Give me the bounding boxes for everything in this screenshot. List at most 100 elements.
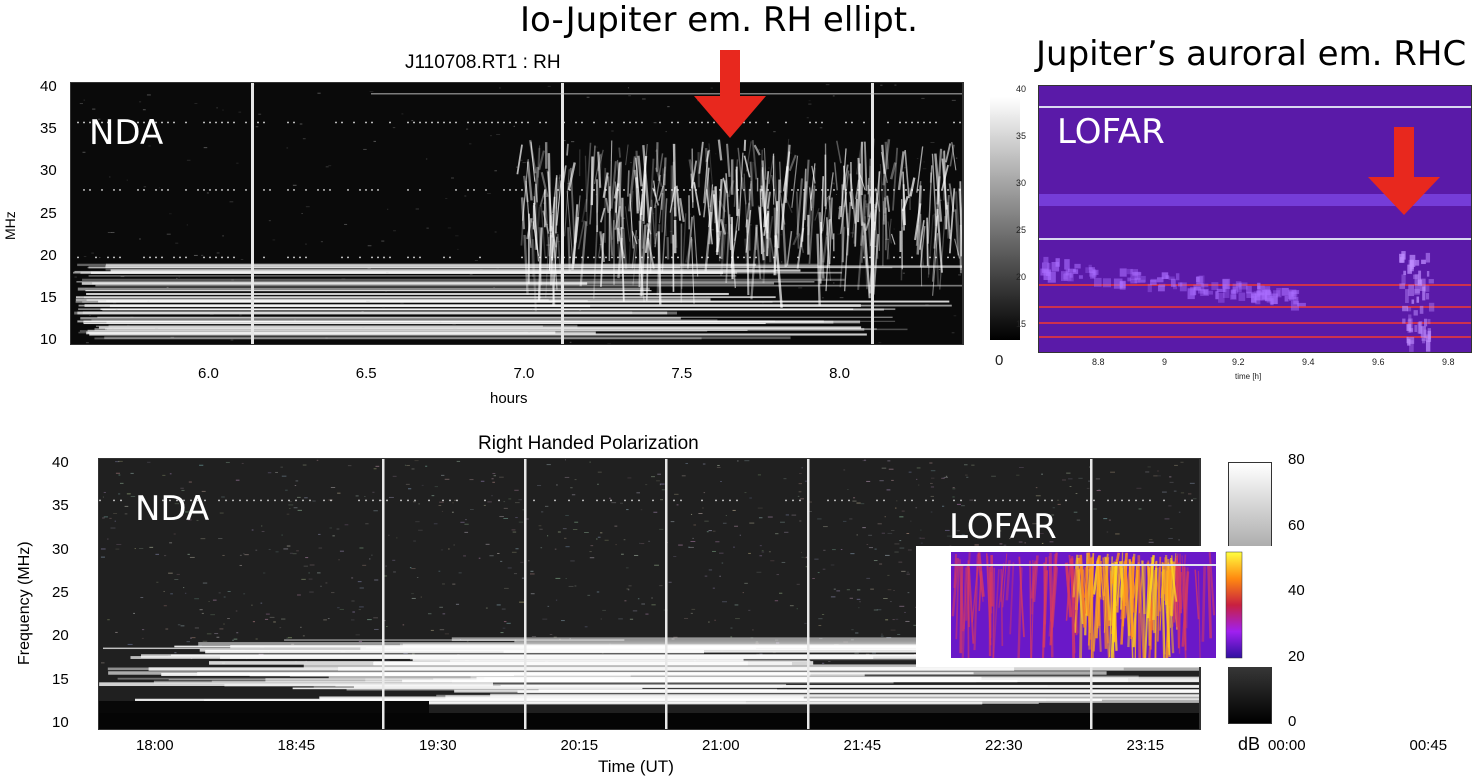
emission-streak <box>654 174 662 209</box>
noise-dot <box>945 475 948 477</box>
noise-dot <box>889 601 892 603</box>
inset-streak <box>1041 557 1048 659</box>
emission-streak <box>621 227 628 269</box>
noise-dot <box>341 278 346 280</box>
emission-streak <box>654 233 658 248</box>
noise-dot <box>522 162 526 164</box>
emission-streak <box>867 177 870 195</box>
panel3-ylabel: Frequency (MHz) <box>16 541 33 665</box>
dot-mark <box>671 121 673 124</box>
noise-dot <box>530 570 534 572</box>
emission-streak <box>572 204 579 265</box>
emission-streak <box>825 217 830 267</box>
dot-mark <box>143 121 145 124</box>
noise-dot <box>537 485 542 487</box>
emission-streak <box>943 150 948 230</box>
noise-dot <box>425 465 428 467</box>
noise-dot <box>1088 480 1091 482</box>
dot-mark <box>869 256 871 259</box>
noise-dot <box>938 199 942 201</box>
noise-dot <box>458 572 462 574</box>
noise-dot <box>1096 490 1101 492</box>
emission-streak <box>708 190 715 245</box>
noise-dot <box>268 220 271 222</box>
dot-mark <box>785 499 787 502</box>
noise-dot <box>547 329 550 331</box>
noise-dot <box>355 495 359 497</box>
dot-mark <box>185 256 187 259</box>
band-line <box>476 676 982 681</box>
noise-dot <box>1093 508 1097 510</box>
dot-mark <box>641 256 643 259</box>
noise-dot <box>420 596 422 598</box>
noise-dot <box>717 464 720 466</box>
noise-dot <box>821 297 824 299</box>
emission-patch <box>1405 289 1409 303</box>
emission-streak <box>567 162 576 191</box>
noise-dot <box>712 587 715 589</box>
noise-dot <box>733 546 735 548</box>
band-line <box>204 699 1199 703</box>
noise-dot <box>331 592 335 594</box>
dot-mark <box>911 499 913 502</box>
noise-dot <box>301 213 303 215</box>
noise-dot <box>875 190 879 192</box>
x-tick-label: 21:00 <box>702 737 740 754</box>
noise-dot <box>107 538 109 540</box>
noise-dot <box>142 109 146 111</box>
noise-dot <box>1075 493 1078 495</box>
noise-dot <box>661 489 667 491</box>
band-line <box>98 326 862 329</box>
emission-streak <box>660 192 664 210</box>
noise-dot <box>351 600 355 602</box>
dot-mark <box>260 499 262 502</box>
noise-dot <box>163 555 167 557</box>
dot-mark <box>305 189 307 191</box>
noise-dot <box>773 131 776 133</box>
emission-patch <box>1425 252 1431 263</box>
dot-mark <box>833 256 835 259</box>
noise-dot <box>336 528 340 530</box>
emission-patch <box>1179 282 1187 292</box>
emission-streak <box>579 221 588 287</box>
noise-dot <box>189 556 195 558</box>
emission-streak <box>638 239 645 303</box>
noise-dot <box>294 485 297 487</box>
noise-dot <box>528 332 531 334</box>
noise-dot <box>115 461 120 463</box>
inset-streak <box>998 565 1005 608</box>
dot-mark <box>792 499 794 502</box>
noise-dot <box>440 549 444 551</box>
noise-dot <box>251 529 254 531</box>
noise-dot <box>411 568 416 570</box>
noise-dot <box>487 193 491 195</box>
noise-dot <box>942 505 945 507</box>
noise-dot <box>174 652 177 654</box>
noise-dot <box>784 531 789 533</box>
noise-dot <box>216 107 218 109</box>
emission-streak <box>916 185 922 255</box>
emission-patch <box>1419 278 1426 292</box>
noise-dot <box>797 495 800 497</box>
emission-streak <box>648 158 655 224</box>
emission-patch <box>1414 259 1420 266</box>
dot-mark <box>428 499 430 502</box>
noise-dot <box>546 464 551 466</box>
noise-dot <box>263 572 266 574</box>
noise-dot <box>798 491 802 493</box>
noise-dot <box>748 552 751 554</box>
dot-mark <box>887 121 889 124</box>
emission-streak <box>657 153 664 182</box>
noise-dot <box>1057 503 1061 505</box>
band-line <box>99 682 493 687</box>
noise-dot <box>628 95 631 97</box>
noise-dot <box>275 471 278 473</box>
noise-dot <box>547 605 550 607</box>
dot-mark <box>203 189 205 191</box>
emission-streak <box>879 163 885 222</box>
emission-streak <box>690 173 694 203</box>
noise-dot <box>920 537 925 539</box>
noise-dot <box>382 306 385 308</box>
dot-mark <box>358 499 360 502</box>
noise-dot <box>979 516 983 518</box>
